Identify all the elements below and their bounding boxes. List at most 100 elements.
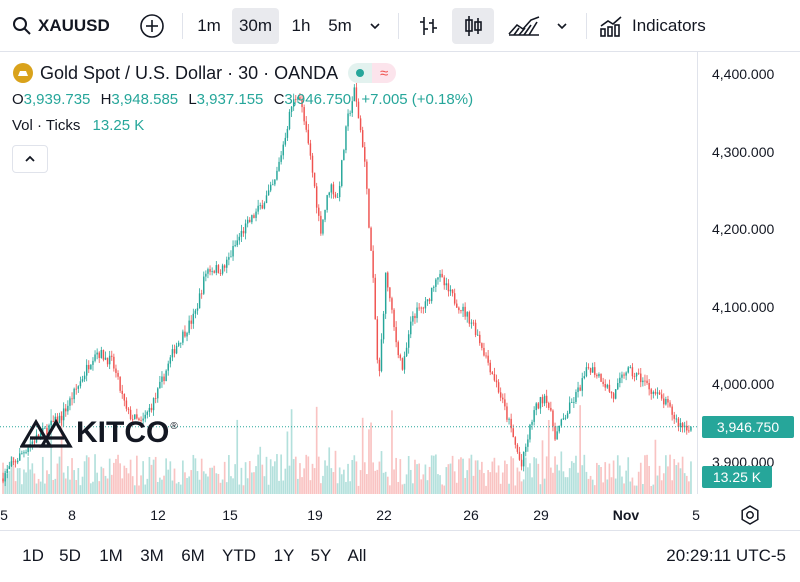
candle-body: [177, 342, 180, 346]
candle-body: [173, 349, 176, 354]
volume-bar: [447, 464, 450, 494]
candle-body: [341, 160, 343, 186]
bar-style-button[interactable]: [410, 8, 446, 44]
candle-body: [378, 359, 381, 372]
candle-body: [449, 289, 452, 292]
candle-body: [522, 451, 525, 467]
candle-body: [67, 405, 69, 412]
candle-body: [58, 415, 61, 424]
volume-bar: [355, 461, 358, 494]
candle-body: [382, 313, 385, 340]
candle-body: [600, 374, 602, 382]
candle-body: [261, 205, 264, 209]
candle-body: [246, 219, 249, 224]
range-1m[interactable]: 1M: [99, 546, 123, 565]
volume-bar: [378, 461, 381, 494]
range-1d[interactable]: 1D: [22, 546, 44, 565]
candle-body: [338, 185, 341, 198]
candles: [2, 82, 692, 487]
range-5y[interactable]: 5Y: [310, 546, 332, 565]
volume-bar: [255, 466, 257, 494]
volume-bar: [614, 478, 617, 494]
interval-dropdown[interactable]: [362, 8, 388, 44]
volume-bar: [493, 457, 496, 494]
clock-timezone[interactable]: 20:29:11 UTC-5: [666, 546, 786, 565]
volume-bar: [14, 481, 17, 494]
range-all[interactable]: All: [347, 546, 367, 565]
last-price-tag: 3,946.750: [702, 415, 794, 438]
volume-bar: [357, 485, 360, 494]
range-3m[interactable]: 3M: [140, 546, 164, 565]
volume-bar: [171, 480, 174, 494]
candle-body: [393, 309, 395, 328]
candle-body: [543, 395, 546, 404]
candle-body: [92, 360, 94, 365]
volume-bar: [650, 485, 653, 494]
chart-type-dropdown[interactable]: [549, 8, 575, 44]
volume-bar: [309, 480, 312, 494]
volume-bar: [140, 475, 142, 494]
candle-body: [242, 230, 245, 234]
kitco-logo-icon: [20, 418, 73, 448]
volume-bar: [12, 456, 15, 494]
volume-bar: [368, 429, 370, 494]
candle-body: [370, 227, 372, 251]
candle-body: [108, 355, 111, 365]
volume-bar: [6, 474, 9, 494]
candle-body: [60, 415, 63, 421]
area-style-button[interactable]: [503, 8, 545, 44]
interval-30m[interactable]: 30m: [232, 8, 279, 44]
volume-bar: [8, 471, 11, 494]
range-1y[interactable]: 1Y: [273, 546, 295, 565]
market-status-badge[interactable]: [348, 63, 373, 83]
volume-bar: [690, 461, 692, 494]
candle-body: [297, 97, 299, 100]
candle-body: [349, 112, 351, 114]
candle-body: [491, 372, 494, 375]
chart-settings-button[interactable]: [739, 504, 761, 531]
range-5d[interactable]: 5D: [59, 546, 81, 565]
candle-body: [48, 425, 50, 435]
candle-body: [368, 188, 370, 228]
range-6m[interactable]: 6M: [181, 546, 205, 565]
volume-bar: [393, 469, 395, 494]
interval-5m[interactable]: 5m: [328, 16, 352, 35]
volume-bar: [345, 481, 347, 494]
volume-bar: [537, 463, 540, 494]
volume-bar: [121, 478, 124, 494]
candle-body: [123, 393, 126, 401]
volume-bar: [90, 483, 92, 494]
candle-body: [387, 272, 389, 288]
symbol-search[interactable]: XAUUSD: [12, 8, 120, 44]
candle-body: [347, 113, 349, 127]
volume-bar: [416, 464, 418, 494]
indicators-button[interactable]: Indicators: [598, 8, 722, 44]
interval-1h[interactable]: 1h: [291, 16, 311, 35]
legend-title-row: Gold Spot / U.S. Dollar · 30 · OANDA ≈: [12, 62, 397, 84]
collapse-legend-button[interactable]: [12, 145, 48, 173]
volume-bar: [251, 472, 253, 494]
volume-bar: [506, 464, 508, 494]
area-chart-icon: [508, 16, 540, 36]
compare-button[interactable]: [136, 8, 168, 44]
volume-bar: [405, 474, 408, 494]
price-scale[interactable]: [697, 52, 800, 494]
volume-bar: [376, 469, 379, 494]
candle-body: [292, 99, 295, 107]
candle-body: [525, 446, 527, 452]
candle-body: [299, 97, 301, 100]
candle-body: [217, 265, 220, 274]
candle-body: [142, 418, 144, 421]
price-chart[interactable]: [0, 52, 697, 494]
volume-bar: [108, 458, 111, 494]
range-ytd[interactable]: YTD: [222, 546, 256, 565]
data-status-badge[interactable]: ≈: [372, 63, 397, 83]
volume-bar: [545, 456, 548, 494]
interval-1m[interactable]: 1m: [197, 16, 221, 35]
candles-style-button[interactable]: [452, 8, 494, 44]
volume-bar: [386, 476, 389, 494]
candle-body: [623, 374, 625, 376]
volume-bar: [267, 484, 270, 494]
gear-icon: [741, 505, 759, 525]
volume-bar: [462, 458, 464, 494]
